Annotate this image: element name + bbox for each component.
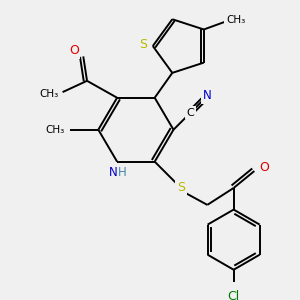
Text: Cl: Cl — [227, 290, 240, 300]
Text: O: O — [69, 44, 79, 57]
Text: C: C — [187, 108, 194, 118]
Text: CH₃: CH₃ — [46, 125, 65, 135]
Text: H: H — [118, 167, 127, 179]
Text: N: N — [203, 89, 212, 102]
Text: O: O — [259, 161, 269, 174]
Text: CH₃: CH₃ — [40, 89, 59, 99]
Text: S: S — [177, 182, 185, 194]
Text: S: S — [140, 38, 147, 51]
Text: N: N — [109, 167, 118, 179]
Text: CH₃: CH₃ — [226, 15, 245, 25]
